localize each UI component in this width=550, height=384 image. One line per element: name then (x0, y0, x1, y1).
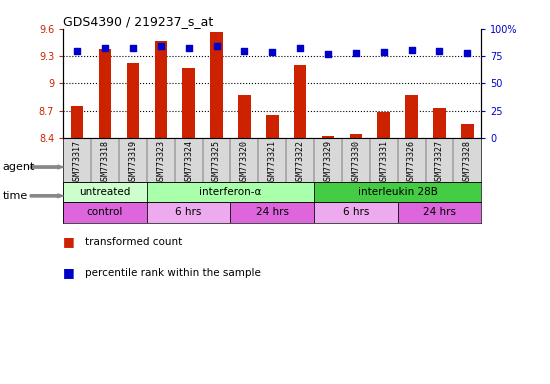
Bar (266, 115, 278, 138)
Point (156, 43, 165, 49)
Text: untreated: untreated (79, 187, 131, 197)
Bar (183, 68, 195, 138)
Point (184, 45, 193, 51)
Text: GSM773318: GSM773318 (101, 140, 109, 185)
Point (435, 48, 444, 54)
Bar (71, 106, 84, 138)
Text: GDS4390 / 219237_s_at: GDS4390 / 219237_s_at (63, 15, 213, 28)
Bar (99, 49, 111, 138)
Text: transformed count: transformed count (85, 237, 183, 247)
Bar (461, 124, 474, 138)
Text: GSM773321: GSM773321 (268, 140, 277, 185)
Text: GSM773328: GSM773328 (463, 140, 472, 185)
Text: agent: agent (3, 162, 35, 172)
Text: GSM773320: GSM773320 (240, 140, 249, 185)
Bar (155, 41, 167, 138)
Text: GSM773330: GSM773330 (351, 140, 360, 185)
Bar (350, 134, 362, 138)
Text: 24 hrs: 24 hrs (256, 207, 289, 217)
Bar (322, 136, 334, 138)
Bar (377, 113, 390, 138)
Point (379, 49, 388, 55)
Bar (433, 108, 446, 138)
Bar (314, 202, 398, 223)
Bar (147, 202, 230, 223)
Bar (294, 65, 306, 138)
Bar (314, 182, 481, 202)
Point (268, 49, 277, 55)
Point (101, 45, 109, 51)
Bar (398, 202, 481, 223)
Text: GSM773324: GSM773324 (184, 140, 193, 185)
Text: GSM773331: GSM773331 (379, 140, 388, 185)
Text: control: control (87, 207, 123, 217)
Text: ■: ■ (63, 235, 75, 248)
Text: interferon-α: interferon-α (199, 187, 262, 197)
Bar (63, 202, 147, 223)
Point (463, 50, 472, 56)
Text: GSM773322: GSM773322 (295, 140, 305, 185)
Bar (230, 202, 314, 223)
Bar (405, 95, 418, 138)
Text: 6 hrs: 6 hrs (343, 207, 369, 217)
Text: GSM773317: GSM773317 (73, 140, 82, 185)
Point (212, 43, 221, 49)
Point (323, 51, 332, 57)
Text: percentile rank within the sample: percentile rank within the sample (85, 268, 261, 278)
Bar (210, 31, 223, 138)
Point (240, 48, 249, 54)
Bar (147, 182, 314, 202)
Bar (63, 182, 147, 202)
Text: 6 hrs: 6 hrs (175, 207, 202, 217)
Text: ■: ■ (63, 266, 75, 279)
Text: GSM773319: GSM773319 (128, 140, 138, 185)
Text: GSM773327: GSM773327 (435, 140, 444, 185)
Text: time: time (3, 191, 28, 201)
Text: 24 hrs: 24 hrs (423, 207, 456, 217)
Text: GSM773329: GSM773329 (323, 140, 333, 185)
Bar (126, 63, 139, 138)
Point (129, 45, 138, 51)
Text: GSM773326: GSM773326 (407, 140, 416, 185)
Text: GSM773323: GSM773323 (156, 140, 166, 185)
Text: interleukin 28B: interleukin 28B (358, 187, 438, 197)
Text: GSM773325: GSM773325 (212, 140, 221, 185)
Bar (238, 95, 251, 138)
Point (351, 50, 360, 56)
Point (73, 48, 81, 54)
Point (296, 45, 305, 51)
Point (407, 46, 416, 53)
